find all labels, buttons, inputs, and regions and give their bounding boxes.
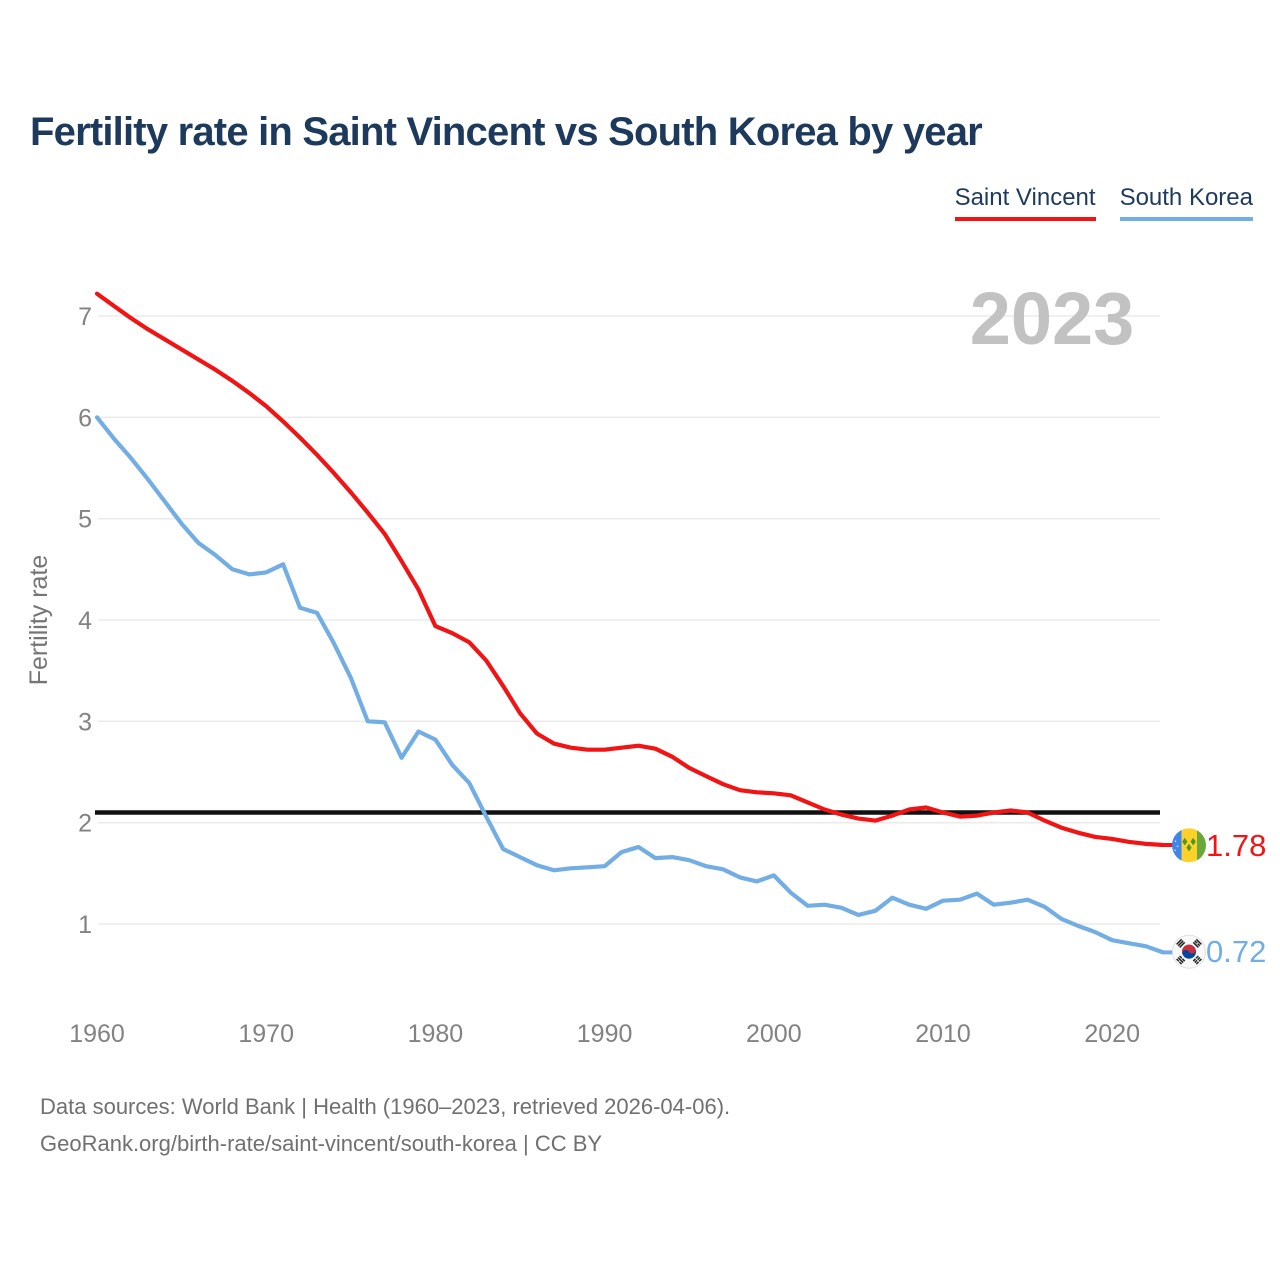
y-tick-label: 5: [78, 506, 92, 534]
y-tick-label: 3: [78, 708, 92, 736]
y-tick-label: 1: [78, 911, 92, 939]
x-tick-label: 2020: [1084, 1020, 1140, 1048]
footer: Data sources: World Bank | Health (1960–…: [40, 1088, 730, 1162]
y-axis-title: Fertility rate: [25, 555, 53, 686]
y-tick-label: 4: [78, 607, 92, 635]
x-tick-label: 1960: [69, 1020, 125, 1048]
series-line-saint-vincent[interactable]: [94, 291, 1166, 848]
plot-area: 1 2 3 4 5 6 7 1960 1970 1980 1990 2000 2010 2020: [69, 291, 1174, 1048]
page-title: Fertility rate in Saint Vincent vs South…: [30, 110, 983, 154]
footer-source-line: Data sources: World Bank | Health (1960–…: [40, 1094, 731, 1119]
end-value-south-korea: 0.72: [1206, 934, 1266, 969]
south-korea-flag-icon: [1172, 934, 1206, 969]
x-tick-label: 1990: [577, 1020, 633, 1048]
y-tick-label: 2: [78, 810, 92, 838]
saint-vincent-flag-icon: [1172, 828, 1206, 863]
x-tick-label: 2010: [915, 1020, 971, 1048]
legend-item-south-korea[interactable]: South Korea: [1119, 184, 1253, 221]
y-tick-label: 6: [78, 404, 92, 432]
x-tick-label: 1970: [238, 1020, 294, 1048]
footer-url-line: GeoRank.org/birth-rate/saint-vincent/sou…: [40, 1131, 603, 1156]
x-tick-label: 2000: [746, 1020, 802, 1048]
series-line-south-korea[interactable]: [94, 415, 1166, 955]
y-tick-label: 7: [78, 303, 92, 331]
watermark-year: 2023: [970, 277, 1135, 360]
x-tick-label: 1980: [408, 1020, 464, 1048]
legend-item-saint-vincent[interactable]: Saint Vincent: [954, 184, 1096, 221]
legend: Saint Vincent South Korea: [954, 184, 1253, 221]
end-value-saint-vincent: 1.78: [1206, 828, 1266, 863]
